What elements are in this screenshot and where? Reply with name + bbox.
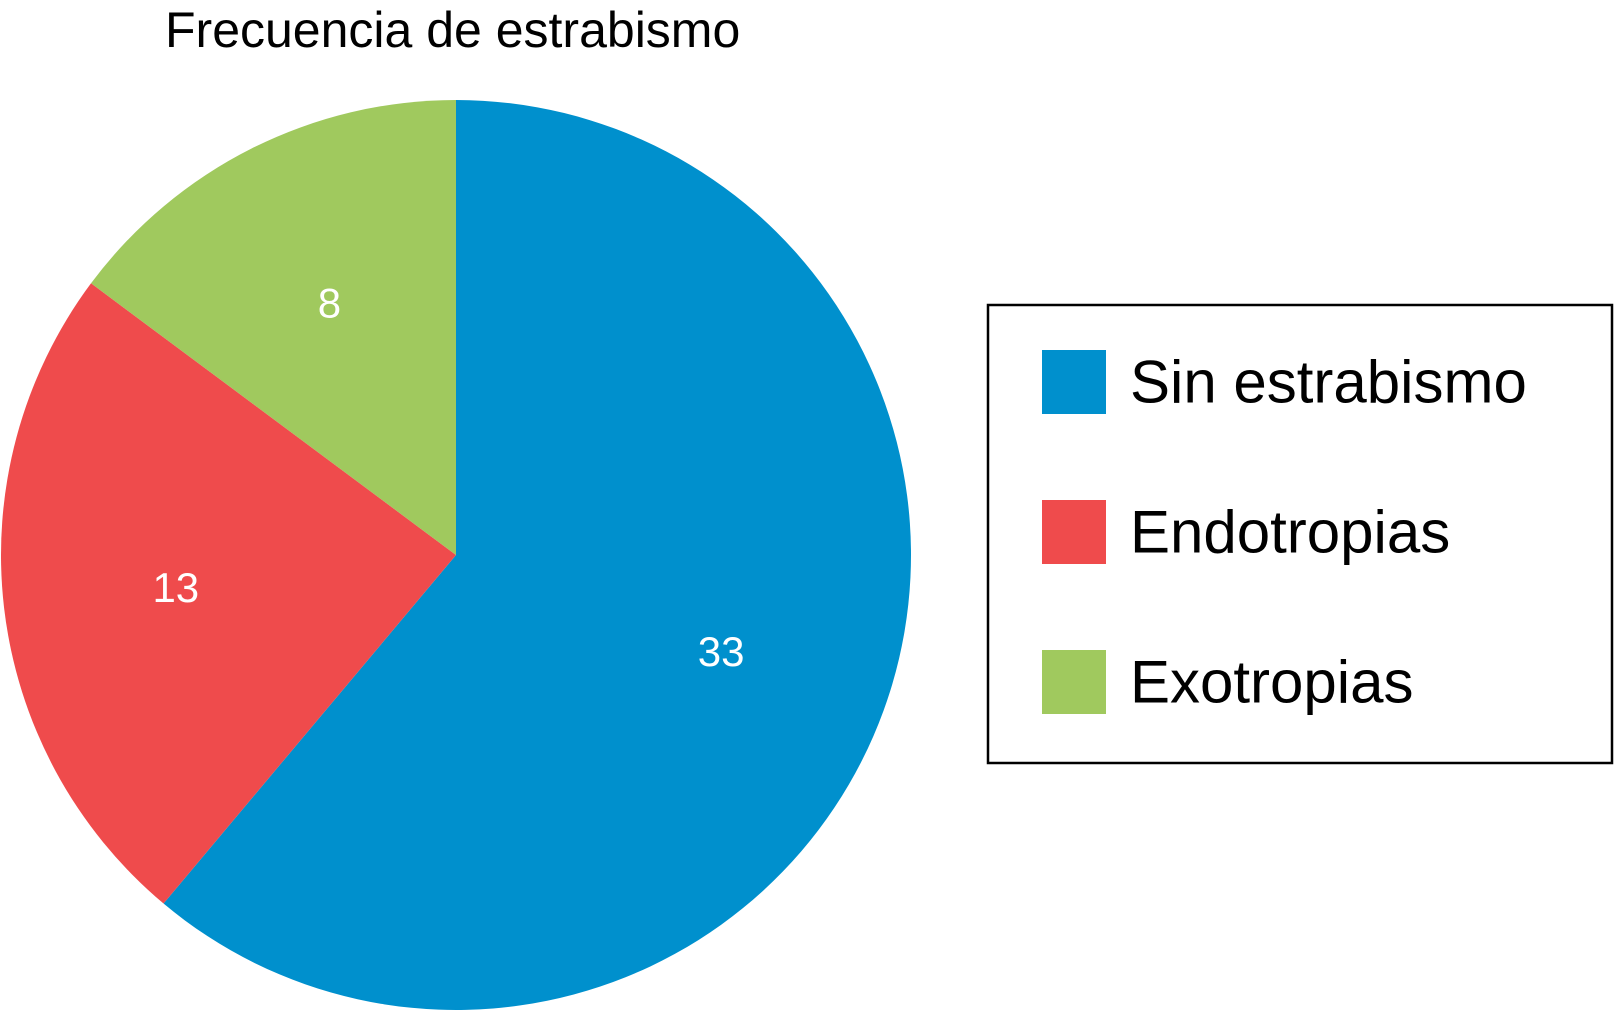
slice-value-label: 8: [318, 279, 341, 326]
slice-value-label: 13: [152, 564, 199, 611]
slice-endotropias: [0, 283, 457, 904]
legend-items: Sin estrabismo Endotropias Exotropias: [1042, 349, 1527, 716]
slice-sin-estrabismo: [163, 100, 911, 1010]
legend-swatch-sin-estrabismo: [1042, 350, 1106, 414]
legend-label-exotropias: Exotropias: [1130, 649, 1413, 716]
legend-label-sin-estrabismo: Sin estrabismo: [1130, 349, 1527, 416]
slice-exotropias: [91, 100, 457, 555]
legend-label-endotropias: Endotropias: [1130, 499, 1450, 566]
slice-value-label: 33: [698, 628, 745, 675]
legend: Sin estrabismo Endotropias Exotropias: [986, 303, 1614, 765]
legend-swatch-endotropias: [1042, 500, 1106, 564]
legend-swatch-exotropias: [1042, 650, 1106, 714]
pie-slices: [0, 100, 911, 1010]
chart-title: Frecuencia de estrabismo: [165, 2, 740, 58]
pie-slice-labels: 33 13 8: [152, 279, 744, 675]
